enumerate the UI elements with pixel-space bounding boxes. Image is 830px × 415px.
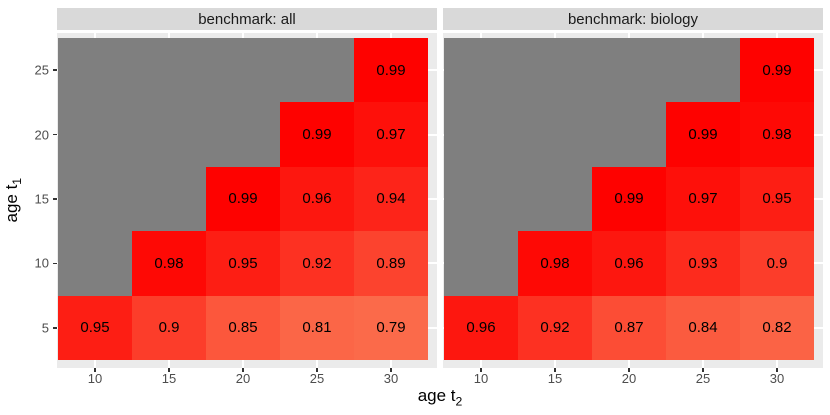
x-tick-label: 10 <box>473 371 489 386</box>
heatmap-cell: 0.95 <box>740 166 814 232</box>
heatmap-cell-na <box>592 38 666 103</box>
heatmap-cell-na <box>666 38 740 103</box>
heatmap-cell: 0.95 <box>58 295 132 360</box>
x-axis-title: age t2 <box>57 386 823 410</box>
heatmap-cell-na <box>592 102 666 167</box>
heatmap-cell-na <box>444 102 518 167</box>
x-tick-label: 20 <box>621 371 637 386</box>
heatmap-cell-na <box>58 38 132 103</box>
heatmap-cell-na <box>132 38 206 103</box>
x-tick-mark <box>168 368 170 372</box>
y-tick-mark <box>53 198 57 200</box>
heatmap-cell: 0.95 <box>206 231 280 296</box>
y-axis: 5 10 15 20 25 <box>0 33 57 368</box>
heatmap-cell-na <box>132 102 206 167</box>
heatmap-cell: 0.98 <box>740 102 814 167</box>
heatmap-cell: 0.99 <box>740 38 814 103</box>
heatmap-cell: 0.92 <box>518 295 592 360</box>
x-tick-label: 20 <box>235 371 251 386</box>
heatmap-cell: 0.94 <box>354 166 428 232</box>
y-tick-label: 15 <box>34 191 49 207</box>
facet-strip-biology: benchmark: biology <box>443 8 823 30</box>
x-tick-mark <box>94 368 96 372</box>
x-axis-title-subscript: 2 <box>455 394 463 409</box>
heatmap-cell-na <box>518 166 592 232</box>
heatmap-cell: 0.9 <box>740 231 814 296</box>
heatmap-cell: 0.82 <box>740 295 814 360</box>
x-tick-mark <box>316 368 318 372</box>
heatmap-cell: 0.96 <box>280 166 354 232</box>
heatmap-cell: 0.87 <box>592 295 666 360</box>
heatmap-cell: 0.9 <box>132 295 206 360</box>
x-tick-label: 25 <box>695 371 711 386</box>
x-tick-mark <box>702 368 704 372</box>
heatmap-cell: 0.98 <box>518 231 592 296</box>
heatmap-cell: 0.99 <box>206 166 280 232</box>
y-tick-label: 20 <box>34 127 49 143</box>
heatmap-cell: 0.93 <box>666 231 740 296</box>
x-tick-mark <box>554 368 556 372</box>
heatmap-cell-na <box>444 166 518 232</box>
heatmap-cell-na <box>280 38 354 103</box>
heatmap-cell-na <box>58 102 132 167</box>
panel-body-all: 0.99 0.99 0.97 0.99 0.96 0.94 0.98 0.95 0.92 0.89… <box>57 33 437 368</box>
x-tick-mark <box>776 368 778 372</box>
facet-panel-all: benchmark: all 0.99 0.99 0.97 0.99 0.96 0.94 0… <box>57 8 437 408</box>
facet-panel-biology: benchmark: biology 0.99 0.99 0.98 0.99 0.97 0… <box>443 8 823 408</box>
heatmap-cell-na <box>58 231 132 296</box>
heatmap-cell: 0.97 <box>666 166 740 232</box>
heatmap-cell: 0.81 <box>280 295 354 360</box>
x-tick-label: 30 <box>769 371 785 386</box>
x-tick-label: 10 <box>87 371 103 386</box>
x-tick-mark <box>480 368 482 372</box>
heatmap-cell: 0.84 <box>666 295 740 360</box>
heatmap-cell: 0.79 <box>354 295 428 360</box>
heatmap-cell: 0.97 <box>354 102 428 167</box>
y-tick-mark <box>53 327 57 329</box>
facet-strip-all: benchmark: all <box>57 8 437 30</box>
x-axis-title-text: age t <box>417 386 456 405</box>
x-tick-label: 15 <box>161 371 177 386</box>
heatmap-cell-na <box>132 166 206 232</box>
y-tick-mark <box>53 133 57 136</box>
heatmap-cell: 0.99 <box>280 102 354 167</box>
x-tick-label: 15 <box>547 371 563 386</box>
heatmap-cell-na <box>206 38 280 103</box>
heatmap-cell-na <box>518 102 592 167</box>
heatmap-cell: 0.92 <box>280 231 354 296</box>
heatmap-cell-na <box>206 102 280 167</box>
heatmap-cell: 0.96 <box>444 295 518 360</box>
x-tick-label: 30 <box>383 371 399 386</box>
y-tick-label: 10 <box>34 255 49 271</box>
y-tick-label: 5 <box>41 320 49 336</box>
heatmap-cell: 0.85 <box>206 295 280 360</box>
heatmap-cell: 0.98 <box>132 231 206 296</box>
y-tick-label: 25 <box>34 62 49 78</box>
x-tick-mark <box>628 368 630 372</box>
heatmap-cell: 0.96 <box>592 231 666 296</box>
heatmap-cell-na <box>58 166 132 232</box>
heatmap-cell-na <box>444 231 518 296</box>
x-tick-mark <box>242 368 244 372</box>
heatmap-cell-na <box>518 38 592 103</box>
heatmap-cell: 0.89 <box>354 231 428 296</box>
panel-body-biology: 0.99 0.99 0.98 0.99 0.97 0.95 0.98 0.96 0.93 0.9 0… <box>443 33 823 368</box>
y-tick-mark <box>53 69 57 71</box>
heatmap-cell-na <box>444 38 518 103</box>
heatmap-cell: 0.99 <box>666 102 740 167</box>
heatmap-cell: 0.99 <box>592 166 666 232</box>
x-tick-mark <box>390 368 392 372</box>
heatmap-cell: 0.99 <box>354 38 428 103</box>
x-tick-label: 25 <box>309 371 325 386</box>
y-tick-mark <box>53 262 57 265</box>
